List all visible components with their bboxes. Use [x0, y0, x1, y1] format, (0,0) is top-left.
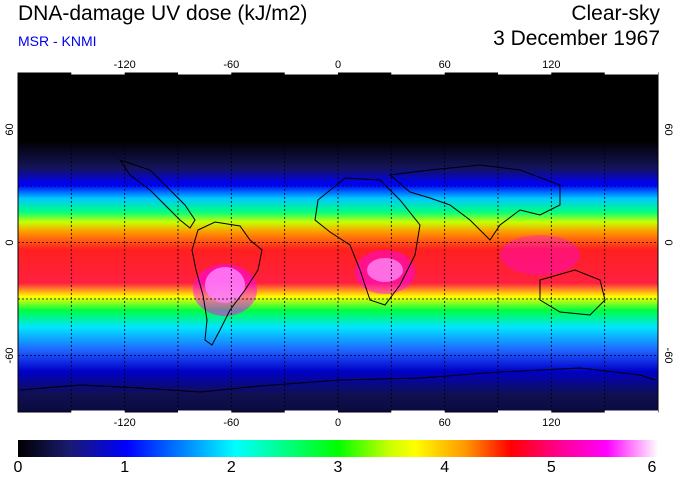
- coast-eurasia: [388, 164, 561, 241]
- colorbar-label-4: 4: [440, 459, 450, 476]
- lat-right-0: 60: [662, 123, 674, 135]
- colorbar-label-5: 5: [546, 459, 556, 476]
- date-label: 3 December 1967: [493, 27, 660, 50]
- hotspot-south-america-halo: [193, 264, 257, 316]
- coast-south-america: [191, 221, 263, 346]
- lon-bottom-1: -60: [223, 417, 239, 429]
- hotspot-africa-halo: [355, 250, 415, 294]
- hotspot-africa: [367, 258, 403, 282]
- coast-north-america: [118, 159, 196, 229]
- lon-bottom-4: 120: [542, 417, 560, 429]
- lat-left-0: 60: [4, 123, 16, 135]
- lon-bottom-3: 60: [439, 417, 451, 429]
- lon-bottom-2: 0: [335, 417, 341, 429]
- hotspot-asia: [500, 235, 580, 275]
- lat-left-1: 0: [4, 239, 16, 245]
- lon-top-2: 0: [335, 59, 341, 71]
- lat-left-2: -60: [4, 348, 16, 364]
- colorbar: [18, 440, 658, 457]
- colorbar-label-2: 2: [226, 459, 236, 476]
- map-title: DNA-damage UV dose (kJ/m2): [18, 2, 308, 25]
- colorbar-label-1: 1: [120, 459, 130, 476]
- colorbar-label-6: 6: [647, 459, 657, 476]
- lon-top-4: 120: [542, 59, 560, 71]
- coast-antarctica: [19, 367, 656, 393]
- credit-label: MSR - KNMI: [18, 33, 97, 49]
- lat-right-1: 0: [662, 239, 674, 245]
- coast-africa: [314, 177, 421, 306]
- lon-top-3: 60: [439, 59, 451, 71]
- lon-top-1: -60: [223, 59, 239, 71]
- frame-ticks: [71, 71, 658, 414]
- coast-australia: [539, 269, 606, 316]
- graticule: [18, 73, 658, 412]
- lat-right-2: -60: [662, 348, 674, 364]
- colorbar-label-0: 0: [13, 459, 23, 476]
- colorbar-label-3: 3: [333, 459, 343, 476]
- sky-condition-label: Clear-sky: [571, 2, 660, 25]
- coastlines: [19, 159, 656, 393]
- lon-bottom-0: -120: [114, 417, 136, 429]
- lon-top-0: -120: [114, 59, 136, 71]
